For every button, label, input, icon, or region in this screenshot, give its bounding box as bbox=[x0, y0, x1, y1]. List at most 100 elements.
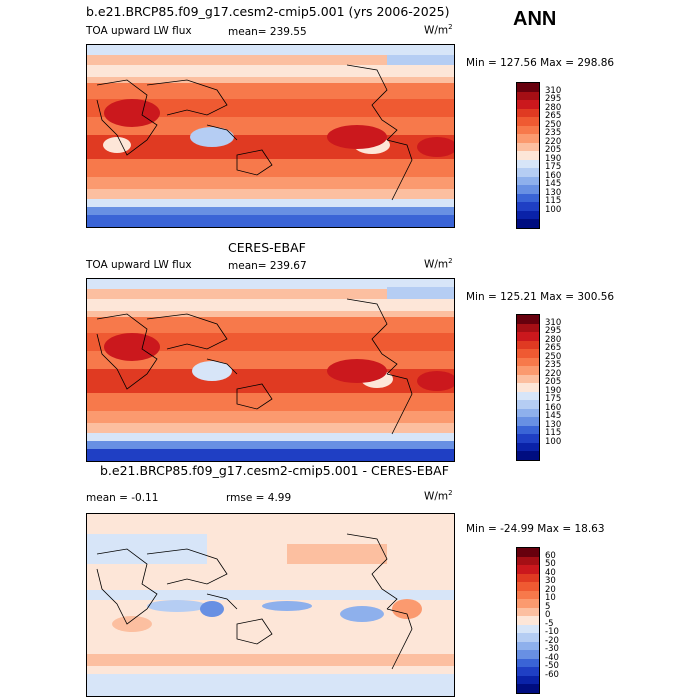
colorbar-swatch bbox=[517, 675, 539, 684]
colorbar-swatch bbox=[517, 434, 539, 443]
colorbar-swatch bbox=[517, 616, 539, 625]
colorbar-swatch bbox=[517, 590, 539, 599]
colorbar-swatch bbox=[517, 134, 539, 143]
mean-label: mean= 239.55 bbox=[228, 26, 307, 38]
map-obs bbox=[86, 278, 455, 462]
units-label: W/m2 bbox=[424, 23, 453, 37]
colorbar-tick-label: 115 bbox=[545, 196, 562, 206]
colorbar-tick-label: 115 bbox=[545, 428, 562, 438]
colorbar-tick-label: 280 bbox=[545, 334, 562, 345]
colorbar-swatch bbox=[517, 176, 539, 185]
season-label: ANN bbox=[513, 8, 557, 30]
colorbar-tick-label: 220 bbox=[545, 136, 562, 147]
colorbar-swatch bbox=[517, 210, 539, 219]
colorbar-swatch bbox=[517, 159, 539, 168]
colorbar-tick-label: 280 bbox=[545, 102, 562, 113]
variable-label: TOA upward LW flux bbox=[86, 259, 192, 271]
colorbar-swatch bbox=[517, 83, 539, 92]
units-label: W/m2 bbox=[424, 489, 453, 503]
minmax-label: Min = 125.21 Max = 300.56 bbox=[466, 291, 615, 303]
colorbar-tick-label: 250 bbox=[545, 351, 562, 362]
colorbar-swatch bbox=[517, 349, 539, 358]
map-difference bbox=[86, 513, 455, 697]
colorbar-swatch bbox=[517, 100, 539, 109]
colorbar-swatch bbox=[517, 168, 539, 177]
colorbar-tick-label: 235 bbox=[545, 360, 562, 370]
colorbar-tick-label: 130 bbox=[545, 187, 562, 198]
panel-title: b.e21.BRCP85.f09_g17.cesm2-cmip5.001 - C… bbox=[100, 463, 449, 478]
colorbar-tick-label: 160 bbox=[545, 402, 562, 413]
colorbar-tick-label: 310 bbox=[545, 317, 562, 328]
colorbar-tick-label: 205 bbox=[545, 145, 562, 155]
colorbar-swatch bbox=[517, 650, 539, 659]
colorbar-tick-label: -20 bbox=[545, 635, 559, 646]
colorbar-swatch bbox=[517, 185, 539, 194]
colorbar-tick-label: 10 bbox=[545, 593, 556, 603]
colorbar-swatch bbox=[517, 667, 539, 676]
colorbar-tick-label: -60 bbox=[545, 669, 559, 680]
colorbar-swatch bbox=[517, 573, 539, 582]
colorbar-tick-label: 205 bbox=[545, 377, 562, 387]
colorbar-swatch bbox=[517, 374, 539, 383]
colorbar-swatch bbox=[517, 323, 539, 332]
colorbar-swatch bbox=[517, 142, 539, 151]
colorbar-tick-label: 235 bbox=[545, 128, 562, 138]
colorbar-tick-label: 265 bbox=[545, 343, 562, 353]
colorbar-swatch bbox=[517, 633, 539, 642]
colorbar-tick-label: 40 bbox=[545, 567, 556, 578]
panel-title: CERES-EBAF bbox=[228, 240, 306, 255]
variable-label: TOA upward LW flux bbox=[86, 25, 192, 37]
colorbar-swatch bbox=[517, 624, 539, 633]
colorbar-swatches bbox=[516, 82, 540, 229]
colorbar-tick-label: 130 bbox=[545, 419, 562, 430]
colorbar-tick-label: 295 bbox=[545, 326, 562, 336]
colorbar-swatch bbox=[517, 658, 539, 667]
colorbar-swatch bbox=[517, 582, 539, 591]
colorbar-tick-label: 310 bbox=[545, 85, 562, 96]
colorbar-tick-label: -50 bbox=[545, 661, 559, 671]
colorbar-swatches bbox=[516, 314, 540, 461]
colorbar-swatch bbox=[517, 357, 539, 366]
colorbar-swatch bbox=[517, 219, 539, 228]
colorbar-swatch bbox=[517, 340, 539, 349]
colorbar-tick-label: -10 bbox=[545, 627, 559, 637]
map-model bbox=[86, 44, 455, 228]
colorbar-tick-label: 295 bbox=[545, 94, 562, 104]
colorbar-swatch bbox=[517, 125, 539, 134]
colorbar-tick-label: 145 bbox=[545, 411, 562, 421]
colorbar-swatch bbox=[517, 684, 539, 693]
colorbar-swatch bbox=[517, 383, 539, 392]
units-label: W/m2 bbox=[424, 257, 453, 271]
minmax-label: Min = -24.99 Max = 18.63 bbox=[466, 523, 605, 535]
colorbar-tick-label: 175 bbox=[545, 394, 562, 404]
colorbar-tick-label: -5 bbox=[545, 618, 554, 629]
rmse-label: rmse = 4.99 bbox=[226, 492, 292, 504]
colorbar-swatch bbox=[517, 391, 539, 400]
colorbar-tick-label: 250 bbox=[545, 119, 562, 130]
colorbar-tick-label: 50 bbox=[545, 559, 556, 569]
mean-label: mean= 239.67 bbox=[228, 260, 307, 272]
colorbar-tick-label: -30 bbox=[545, 644, 559, 654]
colorbar-swatch bbox=[517, 565, 539, 574]
colorbar-swatch bbox=[517, 108, 539, 117]
colorbar-swatch bbox=[517, 417, 539, 426]
colorbar-tick-label: 175 bbox=[545, 162, 562, 172]
colorbar-swatch bbox=[517, 408, 539, 417]
colorbar-tick-label: 265 bbox=[545, 111, 562, 121]
colorbar-swatch bbox=[517, 332, 539, 341]
colorbar-swatch bbox=[517, 315, 539, 324]
colorbar-tick-label: 100 bbox=[545, 204, 562, 215]
colorbar-swatch bbox=[517, 548, 539, 557]
mean-label: mean = -0.11 bbox=[86, 492, 159, 504]
colorbar-tick-label: 220 bbox=[545, 368, 562, 379]
colorbar-swatch bbox=[517, 451, 539, 460]
colorbar-swatch bbox=[517, 366, 539, 375]
colorbar-swatch bbox=[517, 151, 539, 160]
colorbar-tick-label: 100 bbox=[545, 436, 562, 447]
colorbar-swatch bbox=[517, 442, 539, 451]
colorbar-tick-label: 145 bbox=[545, 179, 562, 189]
colorbar-swatch bbox=[517, 193, 539, 202]
colorbar-tick-label: 60 bbox=[545, 550, 556, 561]
colorbar-tick-label: -40 bbox=[545, 652, 559, 663]
colorbar-tick-label: 0 bbox=[545, 610, 551, 620]
